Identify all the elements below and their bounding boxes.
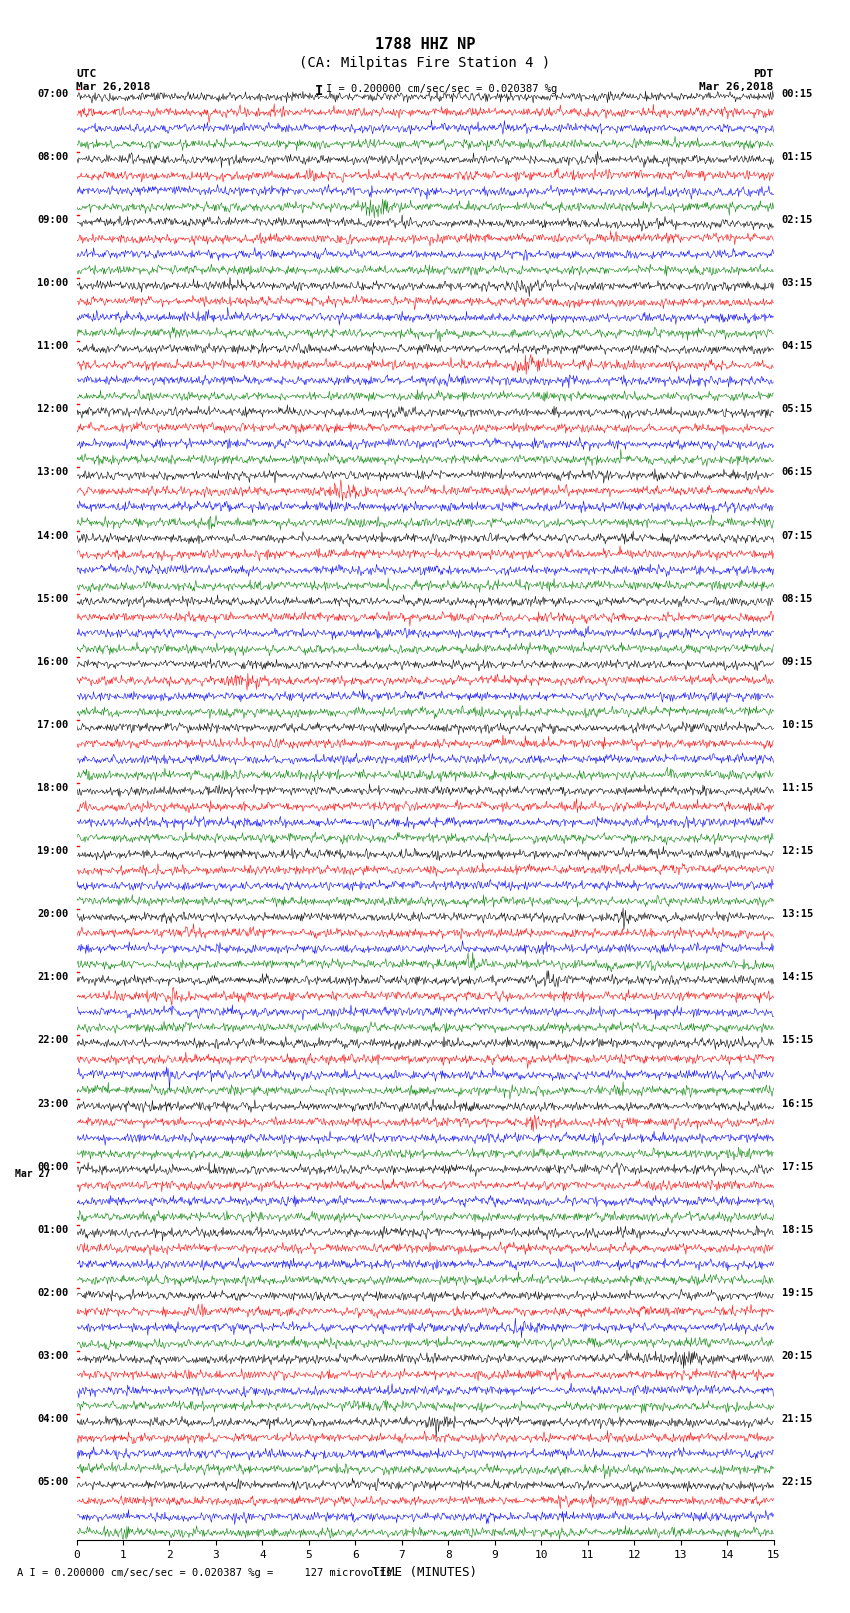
Text: 02:00: 02:00 — [37, 1287, 68, 1298]
Text: 17:15: 17:15 — [782, 1161, 813, 1171]
Text: 1788 HHZ NP: 1788 HHZ NP — [375, 37, 475, 52]
Text: PDT: PDT — [753, 69, 774, 79]
Text: I: I — [314, 84, 323, 98]
Text: 07:00: 07:00 — [37, 89, 68, 98]
Text: 02:15: 02:15 — [782, 215, 813, 224]
Text: 20:15: 20:15 — [782, 1352, 813, 1361]
Text: 16:00: 16:00 — [37, 656, 68, 666]
Text: 03:00: 03:00 — [37, 1352, 68, 1361]
Text: 13:00: 13:00 — [37, 468, 68, 477]
Text: 01:00: 01:00 — [37, 1224, 68, 1236]
Text: I = 0.200000 cm/sec/sec = 0.020387 %g: I = 0.200000 cm/sec/sec = 0.020387 %g — [326, 84, 557, 94]
Text: 00:15: 00:15 — [782, 89, 813, 98]
Text: 18:00: 18:00 — [37, 782, 68, 794]
Text: 22:00: 22:00 — [37, 1036, 68, 1045]
Text: 21:15: 21:15 — [782, 1415, 813, 1424]
Text: 04:15: 04:15 — [782, 342, 813, 352]
Text: 20:00: 20:00 — [37, 910, 68, 919]
Text: Mar 27: Mar 27 — [15, 1169, 50, 1179]
Text: 23:00: 23:00 — [37, 1098, 68, 1108]
Text: 10:15: 10:15 — [782, 719, 813, 731]
Text: 17:00: 17:00 — [37, 719, 68, 731]
Text: 15:15: 15:15 — [782, 1036, 813, 1045]
Text: 12:15: 12:15 — [782, 847, 813, 857]
Text: Mar 26,2018: Mar 26,2018 — [700, 82, 774, 92]
Text: 07:15: 07:15 — [782, 531, 813, 540]
Text: 08:00: 08:00 — [37, 152, 68, 161]
Text: Mar 26,2018: Mar 26,2018 — [76, 82, 150, 92]
X-axis label: TIME (MINUTES): TIME (MINUTES) — [372, 1566, 478, 1579]
Text: 03:15: 03:15 — [782, 277, 813, 289]
Text: 12:00: 12:00 — [37, 405, 68, 415]
Text: 11:00: 11:00 — [37, 342, 68, 352]
Text: 13:15: 13:15 — [782, 910, 813, 919]
Text: A I = 0.200000 cm/sec/sec = 0.020387 %g =     127 microvolts.: A I = 0.200000 cm/sec/sec = 0.020387 %g … — [17, 1568, 399, 1578]
Text: 16:15: 16:15 — [782, 1098, 813, 1108]
Text: 10:00: 10:00 — [37, 277, 68, 289]
Text: 00:00: 00:00 — [37, 1161, 68, 1171]
Text: 22:15: 22:15 — [782, 1478, 813, 1487]
Text: UTC: UTC — [76, 69, 97, 79]
Text: 15:00: 15:00 — [37, 594, 68, 603]
Text: 06:15: 06:15 — [782, 468, 813, 477]
Text: 19:00: 19:00 — [37, 847, 68, 857]
Text: 19:15: 19:15 — [782, 1287, 813, 1298]
Text: (CA: Milpitas Fire Station 4 ): (CA: Milpitas Fire Station 4 ) — [299, 56, 551, 71]
Text: 18:15: 18:15 — [782, 1224, 813, 1236]
Text: 04:00: 04:00 — [37, 1415, 68, 1424]
Text: 05:15: 05:15 — [782, 405, 813, 415]
Text: 08:15: 08:15 — [782, 594, 813, 603]
Text: 09:00: 09:00 — [37, 215, 68, 224]
Text: 09:15: 09:15 — [782, 656, 813, 666]
Text: 14:15: 14:15 — [782, 973, 813, 982]
Text: 05:00: 05:00 — [37, 1478, 68, 1487]
Text: 01:15: 01:15 — [782, 152, 813, 161]
Text: 21:00: 21:00 — [37, 973, 68, 982]
Text: 14:00: 14:00 — [37, 531, 68, 540]
Text: 11:15: 11:15 — [782, 782, 813, 794]
